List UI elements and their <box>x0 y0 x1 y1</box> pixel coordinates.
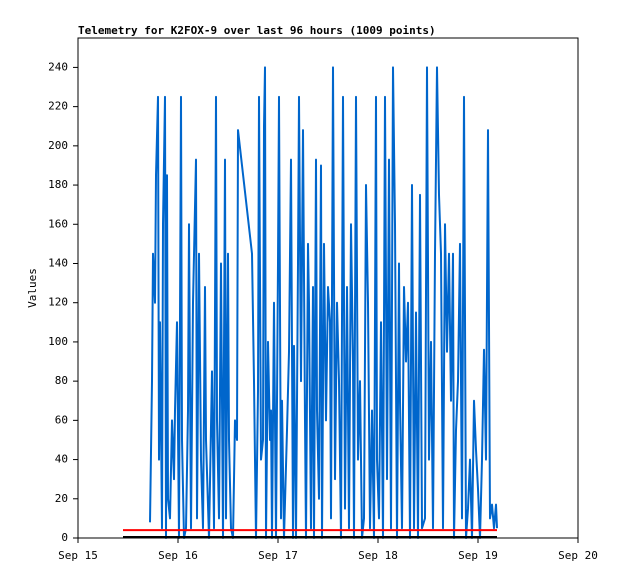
x-tick-label: Sep 15 <box>58 549 98 562</box>
x-tick-label: Sep 19 <box>458 549 498 562</box>
y-tick-label: 240 <box>48 60 68 73</box>
y-tick-label: 60 <box>55 413 68 426</box>
x-tick-label: Sep 18 <box>358 549 398 562</box>
y-tick-label: 20 <box>55 492 68 505</box>
y-tick-label: 180 <box>48 178 68 191</box>
y-tick-label: 40 <box>55 453 68 466</box>
y-tick-label: 100 <box>48 335 68 348</box>
x-tick-label: Sep 20 <box>558 549 598 562</box>
x-tick-label: Sep 16 <box>158 549 198 562</box>
y-tick-label: 160 <box>48 217 68 230</box>
series-line <box>149 66 498 539</box>
y-tick-label: 220 <box>48 100 68 113</box>
y-axis-label: Values <box>26 268 39 308</box>
y-tick-label: 120 <box>48 296 68 309</box>
y-tick-label: 200 <box>48 139 68 152</box>
y-tick-label: 140 <box>48 256 68 269</box>
x-tick-label: Sep 17 <box>258 549 298 562</box>
plot-area <box>123 66 498 539</box>
plot-border <box>77 37 579 539</box>
y-tick-label: 80 <box>55 374 68 387</box>
y-tick-label: 0 <box>61 531 68 544</box>
chart-title: Telemetry for K2FOX-9 over last 96 hours… <box>78 24 436 37</box>
